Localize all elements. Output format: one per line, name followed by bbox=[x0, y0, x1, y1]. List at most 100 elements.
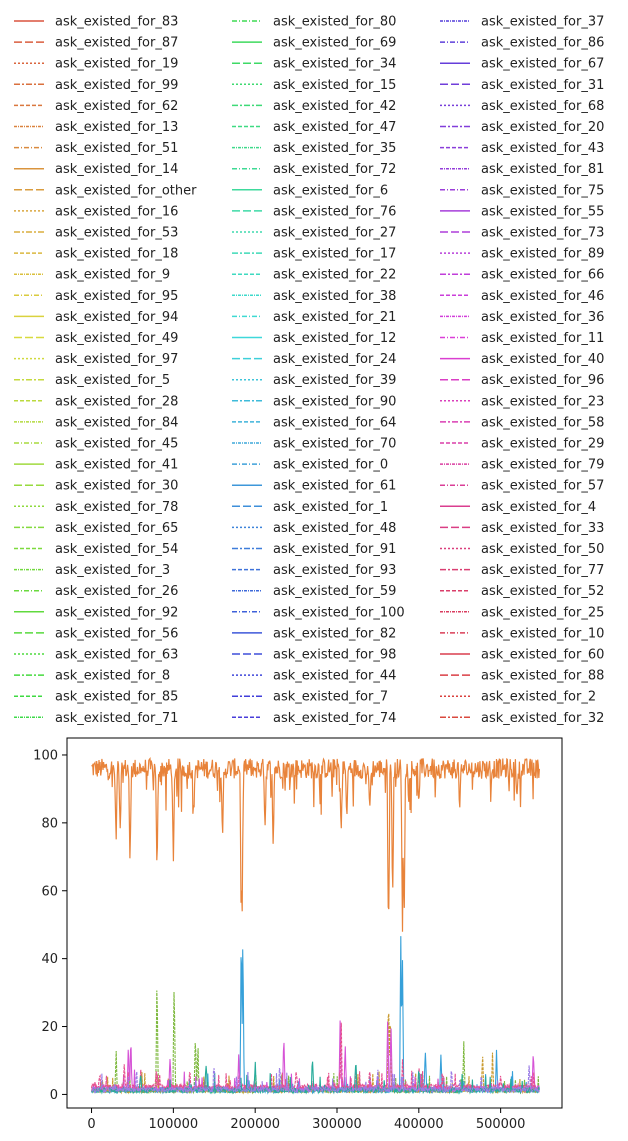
legend-label: ask_existed_for_63 bbox=[55, 648, 178, 663]
legend-item: ask_existed_for_90 bbox=[232, 394, 396, 409]
legend-item: ask_existed_for_8 bbox=[14, 669, 170, 684]
legend-label: ask_existed_for_11 bbox=[481, 331, 604, 346]
legend-item: ask_existed_for_69 bbox=[232, 36, 396, 51]
legend-label: ask_existed_for_74 bbox=[273, 711, 396, 726]
legend-label: ask_existed_for_32 bbox=[481, 711, 604, 726]
legend-item: ask_existed_for_1 bbox=[232, 500, 388, 515]
legend-item: ask_existed_for_29 bbox=[440, 437, 604, 452]
legend-item: ask_existed_for_7 bbox=[232, 690, 388, 705]
legend-label: ask_existed_for_34 bbox=[273, 57, 396, 72]
legend-label: ask_existed_for_31 bbox=[481, 78, 604, 93]
legend-label: ask_existed_for_17 bbox=[273, 247, 396, 262]
legend-item: ask_existed_for_31 bbox=[440, 78, 604, 93]
legend-item: ask_existed_for_27 bbox=[232, 226, 396, 241]
legend-label: ask_existed_for_30 bbox=[55, 479, 178, 494]
legend-item: ask_existed_for_85 bbox=[14, 690, 178, 705]
legend-label: ask_existed_for_86 bbox=[481, 36, 604, 51]
legend-item: ask_existed_for_24 bbox=[232, 352, 396, 367]
legend-item: ask_existed_for_66 bbox=[440, 268, 604, 283]
legend-label: ask_existed_for_48 bbox=[273, 521, 396, 536]
legend-item: ask_existed_for_58 bbox=[440, 415, 604, 430]
legend-label: ask_existed_for_77 bbox=[481, 563, 604, 578]
legend-label: ask_existed_for_15 bbox=[273, 78, 396, 93]
legend-label: ask_existed_for_2 bbox=[481, 690, 596, 705]
legend-item: ask_existed_for_15 bbox=[232, 78, 396, 93]
plot-area: 0 100000 200000 300000 400000 500000 0 20 40 60 8… bbox=[33, 737, 563, 1132]
legend-item: ask_existed_for_68 bbox=[440, 99, 604, 114]
legend-label: ask_existed_for_25 bbox=[481, 605, 604, 620]
legend-label: ask_existed_for_100 bbox=[273, 605, 405, 620]
legend-label: ask_existed_for_13 bbox=[55, 120, 178, 135]
legend-item: ask_existed_for_91 bbox=[232, 542, 396, 557]
legend-item: ask_existed_for_94 bbox=[14, 310, 178, 325]
legend-item: ask_existed_for_62 bbox=[14, 99, 178, 114]
legend-label: ask_existed_for_4 bbox=[481, 500, 596, 515]
legend-label: ask_existed_for_3 bbox=[55, 563, 170, 578]
legend-label: ask_existed_for_49 bbox=[55, 331, 178, 346]
legend-item: ask_existed_for_20 bbox=[440, 120, 604, 135]
legend-item: ask_existed_for_41 bbox=[14, 458, 178, 473]
legend-item: ask_existed_for_28 bbox=[14, 394, 178, 409]
legend-item: ask_existed_for_77 bbox=[440, 563, 604, 578]
legend-item: ask_existed_for_98 bbox=[232, 648, 396, 663]
x-tick-label: 400000 bbox=[394, 1117, 444, 1132]
x-tick-label: 500000 bbox=[476, 1117, 526, 1132]
legend-label: ask_existed_for_28 bbox=[55, 394, 178, 409]
legend-item: ask_existed_for_10 bbox=[440, 626, 604, 641]
legend-label: ask_existed_for_46 bbox=[481, 289, 604, 304]
legend-label: ask_existed_for_84 bbox=[55, 415, 178, 430]
legend-label: ask_existed_for_54 bbox=[55, 542, 178, 557]
legend-item: ask_existed_for_99 bbox=[14, 78, 178, 93]
legend-label: ask_existed_for_36 bbox=[481, 310, 604, 325]
legend-item: ask_existed_for_78 bbox=[14, 500, 178, 515]
legend-label: ask_existed_for_92 bbox=[55, 605, 178, 620]
legend-label: ask_existed_for_14 bbox=[55, 162, 178, 177]
legend-item: ask_existed_for_74 bbox=[232, 711, 396, 726]
legend-item: ask_existed_for_82 bbox=[232, 626, 396, 641]
series-line bbox=[90, 936, 540, 1095]
legend-item: ask_existed_for_52 bbox=[440, 584, 604, 599]
series-line bbox=[90, 990, 540, 1095]
legend-item: ask_existed_for_57 bbox=[440, 479, 604, 494]
legend-label: ask_existed_for_19 bbox=[55, 57, 178, 72]
legend-item: ask_existed_for_59 bbox=[232, 584, 396, 599]
legend-item: ask_existed_for_79 bbox=[440, 458, 604, 473]
legend-item: ask_existed_for_95 bbox=[14, 289, 178, 304]
legend-label: ask_existed_for_96 bbox=[481, 373, 604, 388]
legend-item: ask_existed_for_80 bbox=[232, 15, 396, 30]
legend-label: ask_existed_for_21 bbox=[273, 310, 396, 325]
legend-label: ask_existed_for_29 bbox=[481, 437, 604, 452]
legend-label: ask_existed_for_33 bbox=[481, 521, 604, 536]
legend-label: ask_existed_for_18 bbox=[55, 247, 178, 262]
legend-label: ask_existed_for_1 bbox=[273, 500, 388, 515]
y-tick-label: 40 bbox=[41, 952, 58, 967]
legend-item: ask_existed_for_17 bbox=[232, 247, 396, 262]
legend-label: ask_existed_for_87 bbox=[55, 36, 178, 51]
legend-label: ask_existed_for_81 bbox=[481, 162, 604, 177]
legend-label: ask_existed_for_9 bbox=[55, 268, 170, 283]
legend-item: ask_existed_for_21 bbox=[232, 310, 396, 325]
legend-label: ask_existed_for_40 bbox=[481, 352, 604, 367]
legend-label: ask_existed_for_41 bbox=[55, 458, 178, 473]
legend-item: ask_existed_for_48 bbox=[232, 521, 396, 536]
legend-item: ask_existed_for_46 bbox=[440, 289, 604, 304]
x-tick-label: 300000 bbox=[312, 1117, 362, 1132]
legend-item: ask_existed_for_60 bbox=[440, 648, 604, 663]
legend-label: ask_existed_for_76 bbox=[273, 204, 396, 219]
legend-item: ask_existed_for_33 bbox=[440, 521, 604, 536]
legend-label: ask_existed_for_93 bbox=[273, 563, 396, 578]
legend-item: ask_existed_for_36 bbox=[440, 310, 604, 325]
legend-label: ask_existed_for_47 bbox=[273, 120, 396, 135]
legend-item: ask_existed_for_23 bbox=[440, 394, 604, 409]
legend-label: ask_existed_for_56 bbox=[55, 626, 178, 641]
legend-item: ask_existed_for_50 bbox=[440, 542, 604, 557]
legend-label: ask_existed_for_64 bbox=[273, 415, 396, 430]
y-tick-label: 60 bbox=[41, 884, 58, 899]
legend-item: ask_existed_for_26 bbox=[14, 584, 178, 599]
series-line bbox=[90, 1022, 540, 1092]
legend: ask_existed_for_83 ask_existed_for_87 ask_… bbox=[14, 15, 604, 726]
legend-item: ask_existed_for_88 bbox=[440, 669, 604, 684]
legend-item: ask_existed_for_75 bbox=[440, 183, 604, 198]
legend-label: ask_existed_for_89 bbox=[481, 247, 604, 262]
